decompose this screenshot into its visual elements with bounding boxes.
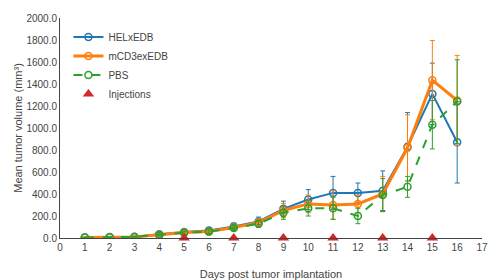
svg-text:9: 9	[281, 242, 287, 253]
svg-text:1400.0: 1400.0	[26, 79, 57, 90]
svg-text:Mean tumor volume (mm³): Mean tumor volume (mm³)	[12, 63, 24, 193]
svg-text:1: 1	[82, 242, 88, 253]
svg-text:2: 2	[107, 242, 113, 253]
svg-text:16: 16	[452, 242, 464, 253]
svg-text:15: 15	[427, 242, 439, 253]
svg-text:HELxEDB: HELxEDB	[108, 32, 153, 43]
svg-text:PBS: PBS	[108, 70, 128, 81]
svg-text:11: 11	[328, 242, 339, 253]
svg-text:5: 5	[181, 242, 187, 253]
svg-text:6: 6	[206, 242, 212, 253]
svg-text:1600.0: 1600.0	[26, 57, 57, 68]
svg-text:10: 10	[303, 242, 315, 253]
svg-text:3: 3	[132, 242, 138, 253]
svg-text:mCD3exEDB: mCD3exEDB	[108, 51, 168, 62]
svg-text:600.0: 600.0	[32, 167, 57, 178]
svg-text:7: 7	[231, 242, 237, 253]
svg-text:400.0: 400.0	[32, 189, 57, 200]
svg-text:Days post tumor implantation: Days post tumor implantation	[200, 268, 342, 280]
svg-text:1200.0: 1200.0	[26, 101, 57, 112]
svg-text:800.0: 800.0	[32, 145, 57, 156]
svg-text:2000.0: 2000.0	[26, 13, 57, 24]
svg-text:0: 0	[57, 242, 63, 253]
svg-text:1800.0: 1800.0	[26, 35, 57, 46]
svg-text:13: 13	[377, 242, 389, 253]
svg-text:4: 4	[157, 242, 163, 253]
svg-text:12: 12	[352, 242, 364, 253]
svg-text:1000.0: 1000.0	[26, 123, 57, 134]
svg-text:200.0: 200.0	[32, 211, 57, 222]
svg-text:14: 14	[402, 242, 414, 253]
svg-text:0.0: 0.0	[43, 233, 57, 244]
svg-text:Injections: Injections	[108, 89, 150, 100]
svg-text:17: 17	[476, 242, 488, 253]
svg-text:8: 8	[256, 242, 262, 253]
